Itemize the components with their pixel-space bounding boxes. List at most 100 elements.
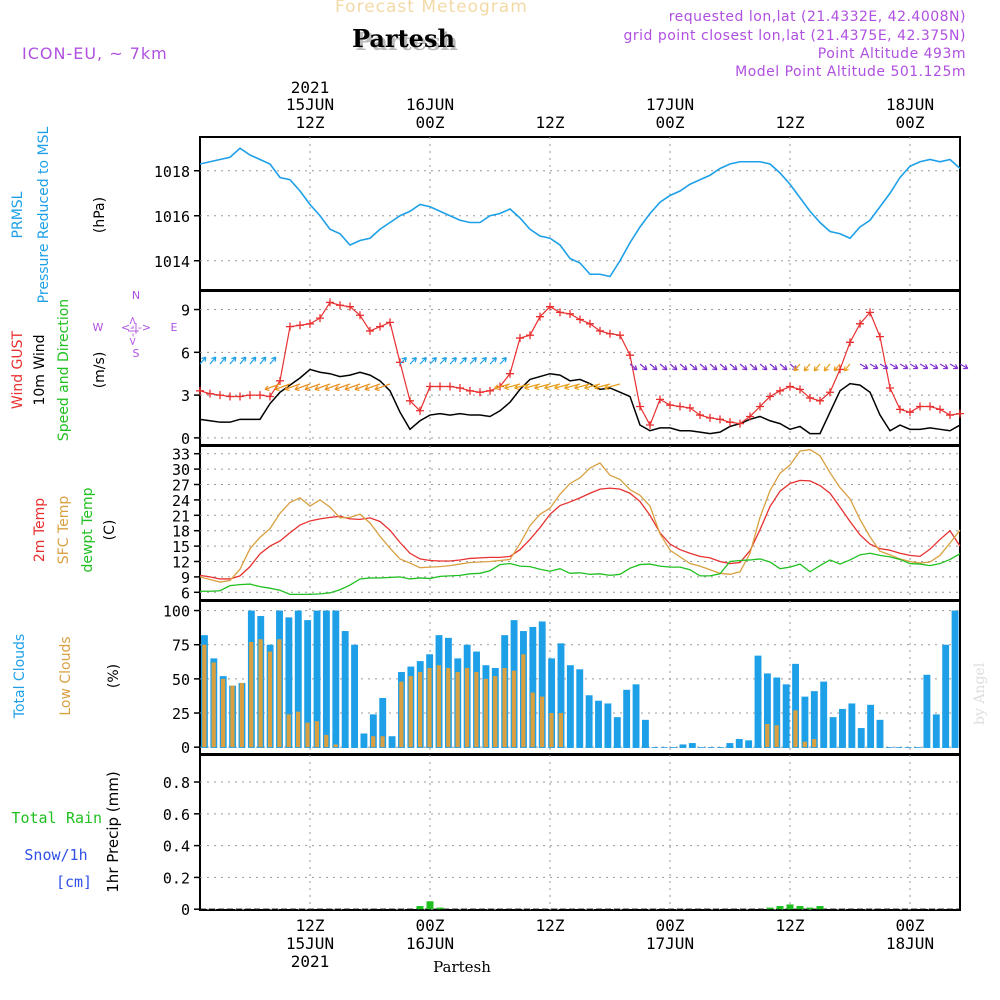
wind-direction-arrow bbox=[229, 356, 237, 365]
cloud-total-bar bbox=[388, 736, 396, 748]
cloud-total-bar bbox=[379, 697, 387, 748]
location-title-shadow: Partesh bbox=[355, 27, 458, 56]
wind-direction-arrow bbox=[629, 363, 638, 371]
wind-direction-arrow bbox=[803, 363, 811, 372]
cloud-total-bar bbox=[285, 617, 293, 748]
top-year-label: 2021 bbox=[291, 78, 330, 97]
point-altitude: Point Altitude 493m bbox=[817, 46, 966, 62]
cloud-low-bar bbox=[483, 678, 488, 748]
wind-direction-arrow bbox=[304, 383, 321, 391]
cloud-low-bar bbox=[455, 672, 460, 748]
cloud-low-bar bbox=[286, 714, 291, 748]
wind-direction-arrow bbox=[879, 363, 889, 370]
wind-gust-point bbox=[726, 418, 734, 427]
bottom-hour-label: 12Z bbox=[536, 916, 565, 935]
cloud-total-bar bbox=[529, 626, 537, 748]
cloud-total-bar bbox=[613, 717, 621, 748]
y-tick-label: 6 bbox=[181, 584, 190, 602]
cloud-total-bar bbox=[557, 643, 565, 748]
cloud-low-bar bbox=[502, 667, 507, 748]
cloud-total-bar bbox=[632, 684, 640, 748]
cloud-total-bar bbox=[566, 665, 574, 748]
precip-bar bbox=[416, 906, 424, 910]
wind-dir-label: Speed and Direction bbox=[56, 299, 72, 441]
wind-direction-arrow bbox=[429, 357, 437, 365]
location-title: Partesh bbox=[352, 24, 455, 53]
wind-direction-arrow bbox=[949, 363, 959, 370]
wind-gust-point bbox=[826, 388, 834, 397]
cloud-low-bar bbox=[408, 676, 413, 748]
wind-direction-arrow bbox=[344, 383, 361, 391]
wind-direction-arrow bbox=[449, 357, 457, 365]
wind-gust-point bbox=[466, 386, 474, 395]
compass-s: S bbox=[133, 347, 140, 360]
cloud-low-bar bbox=[539, 696, 545, 748]
wind-gust-point bbox=[956, 409, 964, 418]
wind-direction-arrow bbox=[264, 383, 281, 391]
wind-direction-arrow bbox=[399, 357, 407, 365]
cloud-total-bar bbox=[332, 610, 340, 748]
cloud-low-bar bbox=[211, 662, 216, 748]
wind-direction-arrow bbox=[939, 363, 949, 370]
panel-pressure: 1014 1016 1018 bbox=[154, 136, 961, 291]
wind-gust-point bbox=[316, 314, 324, 323]
cloud-low-bar bbox=[521, 654, 526, 748]
y-tick-label: 30 bbox=[172, 461, 190, 479]
wind-gust-point bbox=[776, 386, 784, 395]
cloud-low-bar bbox=[530, 692, 535, 748]
wind-gust-point bbox=[886, 383, 894, 392]
cloud-low-bar bbox=[371, 736, 376, 748]
wind-gust-point bbox=[916, 402, 924, 411]
precip-bar bbox=[796, 906, 804, 910]
wind-direction-arrow bbox=[439, 357, 447, 365]
cloud-low-bar bbox=[427, 667, 432, 748]
clouds-unit-label: (%) bbox=[106, 664, 122, 688]
wind-direction-arrow bbox=[833, 363, 841, 372]
wind-gust-point bbox=[856, 319, 864, 328]
compass-rose: N S W E <-|-><-|-> bbox=[93, 289, 178, 360]
wind-gust-point bbox=[596, 326, 604, 335]
wind-gust-point bbox=[266, 392, 274, 401]
y-tick-label: 0.4 bbox=[163, 838, 190, 856]
wind-gust-point bbox=[566, 309, 574, 318]
compass-w: W bbox=[93, 321, 104, 334]
cloud-total-bar bbox=[951, 610, 959, 748]
bottom-hour-label: 00Z bbox=[656, 916, 685, 935]
cloud-low-bar bbox=[324, 734, 329, 748]
wind-direction-arrow bbox=[459, 357, 467, 365]
y-tick-label: 0.2 bbox=[163, 869, 190, 887]
wind-gust-point bbox=[746, 412, 754, 421]
wind-direction-arrow bbox=[779, 363, 788, 371]
y-tick-label: 12 bbox=[172, 554, 190, 572]
wind-gust-point bbox=[526, 331, 534, 340]
cloud-total-bar bbox=[745, 740, 753, 748]
wind-gust-point bbox=[276, 376, 284, 385]
cloud-total-bar bbox=[538, 621, 546, 748]
wind-direction-arrow bbox=[324, 383, 341, 391]
wind-direction-arrow bbox=[334, 383, 351, 391]
wind-gust-point bbox=[436, 382, 444, 391]
total-clouds-label: Total Clouds bbox=[12, 634, 28, 719]
cloud-total-bar bbox=[773, 677, 781, 748]
wind-speed-line bbox=[199, 368, 961, 435]
cloud-low-bar bbox=[230, 685, 235, 748]
top-hour-label: 12Z bbox=[536, 113, 565, 132]
wind-direction-arrow bbox=[709, 363, 718, 371]
temp-2m-label: 2m Temp bbox=[32, 498, 48, 562]
cloud-total-bar bbox=[763, 673, 771, 748]
wind-gust-point bbox=[486, 386, 494, 395]
wind-direction-arrow bbox=[479, 357, 487, 365]
cloud-total-bar bbox=[876, 719, 884, 748]
wind-direction-arrow bbox=[294, 383, 311, 391]
cloud-total-bar bbox=[717, 747, 724, 748]
cloud-low-bar bbox=[464, 667, 470, 748]
wind-gust-point bbox=[656, 395, 664, 404]
wind-direction-arrow bbox=[759, 363, 768, 371]
wind-direction-arrow bbox=[374, 383, 391, 391]
wind-gust-point bbox=[926, 402, 934, 411]
compass-e: E bbox=[171, 321, 178, 334]
temp-unit-label: (C) bbox=[102, 520, 118, 541]
wind-gust-point bbox=[806, 393, 814, 402]
wind-gust-point bbox=[676, 402, 684, 411]
cloud-low-bar bbox=[418, 672, 423, 748]
